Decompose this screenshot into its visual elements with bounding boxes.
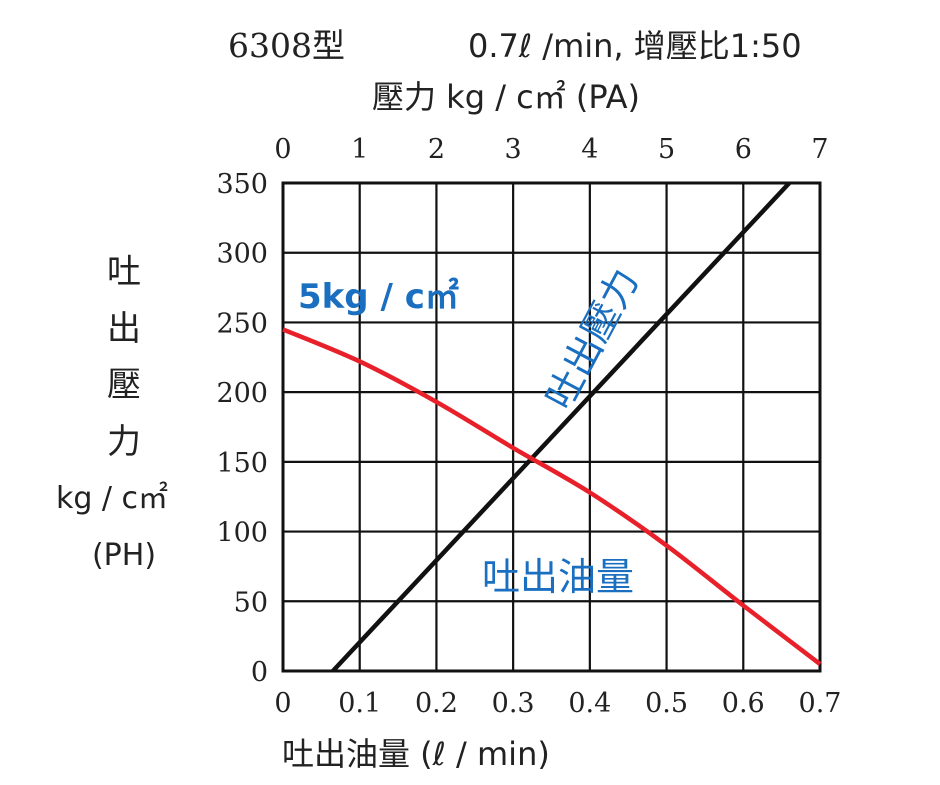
bottom-axis-tick-label: 0.7 [799, 688, 842, 719]
bottom-axis-ticks: 0 0.1 0.2 0.3 0.4 0.5 0.6 0.7 [274, 688, 841, 719]
left-axis-tick-label: 0 [251, 657, 268, 688]
left-axis-label-line-1: 出 [107, 309, 141, 349]
chart-model: 6308型 [228, 26, 345, 65]
bottom-axis-label: 吐出油量 (ℓ / min) [282, 735, 550, 773]
bottom-axis-tick-label: 0.2 [415, 688, 458, 719]
annotation-pressure-condition: 5kg / c㎡ [298, 277, 459, 317]
left-axis-label-line-0: 吐 [107, 252, 141, 292]
bottom-axis-tick-label: 0.6 [722, 688, 765, 719]
left-axis-label-line-4: kg / c㎡ [56, 481, 168, 516]
left-axis-label-line-2: 壓 [107, 365, 141, 405]
top-axis-tick-label: 1 [351, 134, 368, 165]
left-axis-tick-label: 150 [216, 448, 268, 479]
left-axis-tick-label: 350 [216, 169, 268, 200]
bottom-axis-tick-label: 0.1 [338, 688, 381, 719]
top-axis-tick-label: 0 [274, 134, 291, 165]
grid [281, 181, 822, 673]
left-axis-tick-label: 300 [216, 239, 268, 270]
chart-spec: 0.7ℓ /min, 增壓比1:50 [468, 27, 802, 65]
top-axis-tick-label: 5 [658, 134, 675, 165]
bottom-axis-tick-label: 0.3 [492, 688, 535, 719]
left-axis-ticks: 0 50 100 150 200 250 300 350 [216, 169, 268, 688]
left-axis-label-line-3: 力 [107, 422, 141, 462]
bottom-axis-tick-label: 0 [274, 688, 291, 719]
bottom-axis-tick-label: 0.5 [645, 688, 688, 719]
series-line-discharge-pressure [331, 181, 791, 673]
bottom-axis-tick-label: 0.4 [568, 688, 611, 719]
top-axis-tick-label: 7 [811, 134, 828, 165]
top-axis-ticks: 0 1 2 3 4 5 6 7 [274, 134, 828, 165]
annotation-flow-label: 吐出油量 [482, 555, 634, 599]
series-line-discharge-flow [282, 327, 822, 666]
top-axis-tick-label: 4 [581, 134, 598, 165]
top-axis-tick-label: 3 [505, 134, 522, 165]
left-axis-tick-label: 250 [216, 308, 268, 339]
top-axis-label: 壓力 kg / c㎡ (PA) [372, 78, 640, 116]
top-axis-tick-label: 2 [428, 134, 445, 165]
plot-frame [281, 181, 822, 673]
left-axis-tick-label: 100 [216, 518, 268, 549]
top-axis-tick-label: 6 [735, 134, 752, 165]
left-axis-label-line-5: (PH) [92, 538, 156, 573]
left-axis-tick-label: 50 [234, 587, 268, 618]
left-axis-tick-label: 200 [216, 378, 268, 409]
